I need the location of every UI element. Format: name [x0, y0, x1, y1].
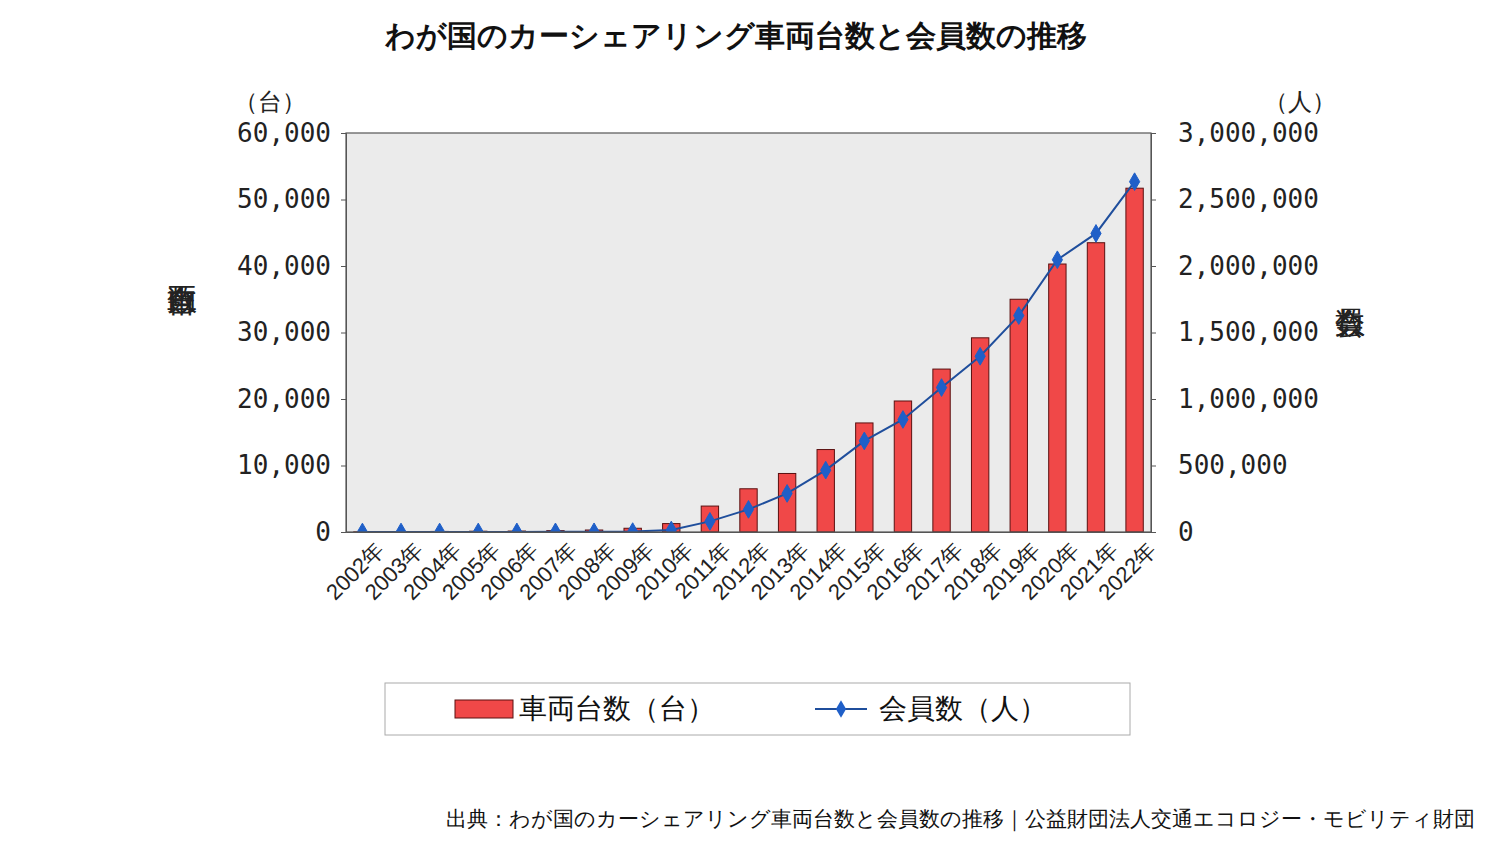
bar — [856, 423, 873, 532]
line — [362, 182, 1134, 532]
tick-mark — [1151, 266, 1156, 267]
marker — [936, 379, 946, 397]
tick: 3,000,000 — [1151, 118, 1319, 148]
tick-mark — [341, 200, 346, 201]
tick: 40,000 — [237, 251, 346, 281]
tick: 500,000 — [1151, 450, 1288, 480]
bar — [778, 473, 795, 532]
tick: 50,000 — [237, 184, 346, 214]
marker — [628, 523, 638, 532]
tick-label: 60,000 — [237, 118, 331, 148]
tick-mark — [1151, 466, 1156, 467]
tick: 1,000,000 — [1151, 384, 1319, 414]
plot-frame — [346, 133, 1151, 532]
plot-area — [346, 133, 1151, 532]
legend: 車両台数（台） 会員数（人） — [385, 683, 1130, 735]
tick: 0 — [1151, 517, 1194, 547]
tick-label: 2,000,000 — [1178, 251, 1319, 281]
bar — [817, 450, 834, 532]
tick: 20,000 — [237, 384, 346, 414]
marker — [666, 521, 676, 532]
tick-mark — [341, 399, 346, 400]
marker — [821, 461, 831, 479]
tick-mark — [341, 532, 346, 533]
y-unit: （台） — [234, 88, 306, 116]
title: わが国のカーシェアリング車両台数と会員数の推移 — [385, 18, 1087, 53]
tick-label: 10,000 — [237, 450, 331, 480]
tick: 1,500,000 — [1151, 317, 1319, 347]
x-axis: 2002年2003年2004年2005年2006年2007年2008年2009年… — [321, 532, 1161, 605]
bar — [1126, 188, 1143, 532]
y-axis: 0 10,000 20,000 30,000 40,000 50,000 60,000 — [237, 118, 346, 547]
y2-axis: 0 500,000 1,000,000 1,500,000 2,000,000 2,500… — [1151, 118, 1319, 547]
axis-line — [1152, 134, 1157, 533]
tick-mark — [341, 266, 346, 267]
y2-unit: （人） — [1264, 88, 1336, 116]
tick-label: 0 — [1178, 517, 1194, 547]
tick: 10,000 — [237, 450, 346, 480]
tick-mark — [1151, 333, 1156, 334]
tick-label: 2022年 — [1093, 537, 1161, 605]
tick-mark — [1151, 399, 1156, 400]
bar — [894, 401, 911, 532]
marker — [1129, 173, 1139, 191]
marker — [1014, 307, 1024, 325]
axis-line — [341, 134, 347, 533]
marker — [473, 523, 483, 532]
legend-box — [385, 683, 1130, 735]
marker — [705, 513, 715, 531]
tick-label: 30,000 — [237, 317, 331, 347]
legend-swatch — [455, 700, 513, 718]
tick-label: 0 — [315, 517, 331, 547]
marker — [975, 347, 985, 365]
marker — [512, 523, 522, 532]
marker — [396, 523, 406, 532]
y2-axis-title: 会員数 — [1335, 308, 1365, 339]
bar — [1087, 243, 1104, 532]
tick-label: 500,000 — [1178, 450, 1288, 480]
bar — [971, 338, 988, 532]
marker — [898, 411, 908, 429]
marker — [782, 485, 792, 503]
tick-label: 3,000,000 — [1178, 118, 1319, 148]
marker — [743, 501, 753, 519]
legend-marker — [836, 700, 846, 718]
marker — [550, 523, 560, 532]
tick-mark — [1151, 532, 1156, 533]
marker — [589, 523, 599, 532]
tick: 2022年 — [1093, 532, 1161, 605]
bar — [1010, 299, 1027, 532]
source: 出典：わが国のカーシェアリング車両台数と会員数の推移｜公益財団法人交通エコロジー… — [446, 807, 1475, 832]
y-axis-title: 車両台数 — [167, 285, 197, 316]
marker — [435, 523, 445, 532]
tick: 0 — [315, 517, 346, 547]
tick-mark — [341, 466, 346, 467]
tick-mark — [341, 133, 346, 134]
tick-mark — [1151, 133, 1156, 134]
tick-label: 50,000 — [237, 184, 331, 214]
tick-label: 1,500,000 — [1178, 317, 1319, 347]
tick-mark — [1151, 200, 1156, 201]
plot-marks — [354, 173, 1144, 532]
marker — [1052, 251, 1062, 269]
marker — [1091, 225, 1101, 243]
marker — [859, 432, 869, 450]
tick: 60,000 — [237, 118, 346, 148]
tick: 2,500,000 — [1151, 184, 1319, 214]
tick-label: 20,000 — [237, 384, 331, 414]
tick: 30,000 — [237, 317, 346, 347]
tick-label: 2,500,000 — [1178, 184, 1319, 214]
tick-label: 40,000 — [237, 251, 331, 281]
tick-mark — [341, 333, 346, 334]
chart: わが国のカーシェアリング車両台数と会員数の推移 0 10,000 20,000 30,0… — [0, 0, 1500, 851]
tick-label: 1,000,000 — [1178, 384, 1319, 414]
legend-label: 車両台数（台） — [519, 692, 715, 725]
axis-line — [347, 532, 1152, 533]
marker — [357, 523, 367, 532]
bar — [1049, 264, 1066, 532]
tick: 2,000,000 — [1151, 251, 1319, 281]
legend-label: 会員数（人） — [879, 692, 1047, 725]
